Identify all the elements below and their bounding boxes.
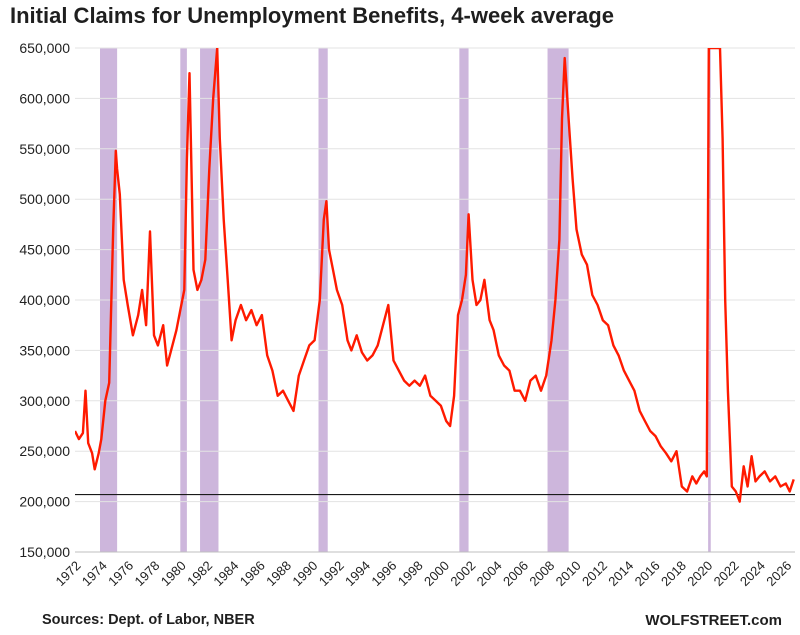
x-tick-label: 1994 xyxy=(342,558,373,589)
x-tick-label: 1986 xyxy=(237,558,268,589)
x-tick-label: 1980 xyxy=(158,558,189,589)
x-tick-label: 1972 xyxy=(52,558,83,589)
x-tick-label: 1998 xyxy=(395,558,426,589)
source-note: Sources: Dept. of Labor, NBER xyxy=(42,612,255,628)
y-tick-label: 450,000 xyxy=(19,242,70,258)
x-tick-label: 1990 xyxy=(289,558,320,589)
y-tick-label: 650,000 xyxy=(19,40,70,56)
x-tick-label: 2008 xyxy=(526,558,557,589)
x-tick-label: 2000 xyxy=(421,558,452,589)
x-tick-label: 2002 xyxy=(447,558,478,589)
x-tick-label: 1976 xyxy=(105,558,136,589)
x-tick-label: 1984 xyxy=(210,558,241,589)
brand-label: WOLFSTREET.com xyxy=(645,612,782,629)
x-tick-label: 2022 xyxy=(711,558,742,589)
x-tick-label: 2016 xyxy=(632,558,663,589)
x-tick-label: 1982 xyxy=(184,558,215,589)
y-tick-label: 300,000 xyxy=(19,393,70,409)
x-tick-label: 1978 xyxy=(131,558,162,589)
x-tick-label: 2024 xyxy=(737,558,768,589)
x-tick-label: 1988 xyxy=(263,558,294,589)
y-tick-label: 500,000 xyxy=(19,191,70,207)
x-tick-label: 1996 xyxy=(368,558,399,589)
x-tick-label: 2026 xyxy=(763,558,794,589)
x-tick-label: 1992 xyxy=(316,558,347,589)
chart-title: Initial Claims for Unemployment Benefits… xyxy=(10,3,614,28)
x-tick-label: 2014 xyxy=(605,558,636,589)
y-tick-label: 600,000 xyxy=(19,90,70,106)
x-tick-label: 2020 xyxy=(684,558,715,589)
y-tick-label: 550,000 xyxy=(19,141,70,157)
y-tick-label: 400,000 xyxy=(19,292,70,308)
x-tick-label: 1974 xyxy=(79,558,110,589)
y-tick-label: 350,000 xyxy=(19,342,70,358)
x-tick-label: 2004 xyxy=(474,558,505,589)
y-tick-label: 200,000 xyxy=(19,494,70,510)
series-line xyxy=(75,48,795,503)
x-tick-label: 2018 xyxy=(658,558,689,589)
y-tick-label: 150,000 xyxy=(19,544,70,560)
x-tick-label: 2010 xyxy=(553,558,584,589)
x-tick-label: 2006 xyxy=(500,558,531,589)
y-tick-label: 250,000 xyxy=(19,443,70,459)
x-tick-label: 2012 xyxy=(579,558,610,589)
